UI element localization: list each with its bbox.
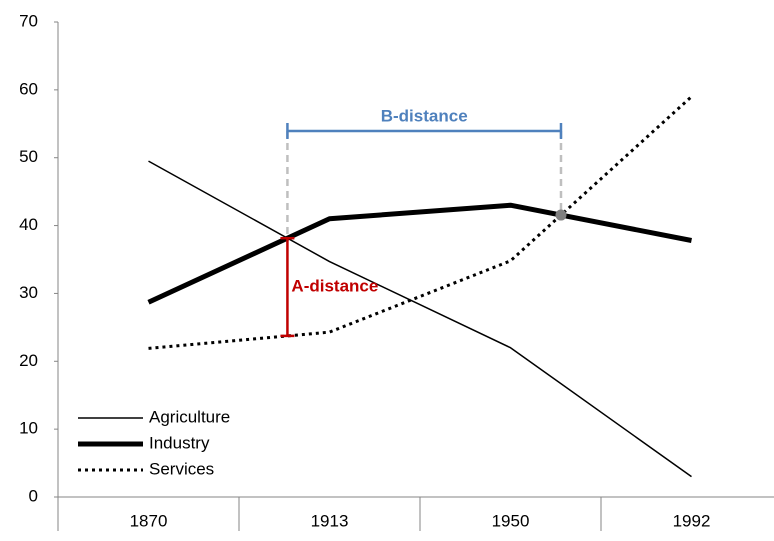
a-distance-label: A-distance [291, 277, 378, 296]
x-tick-label: 1992 [673, 511, 711, 530]
legend-label: Services [149, 459, 214, 478]
y-tick-label: 30 [19, 283, 38, 302]
y-tick-label: 50 [19, 147, 38, 166]
y-tick-label: 20 [19, 351, 38, 370]
series-line [147, 202, 692, 305]
series-line [148, 95, 693, 350]
y-tick-label: 40 [19, 215, 38, 234]
x-tick-label: 1913 [311, 511, 349, 530]
legend-label: Industry [149, 433, 210, 452]
x-tick-label: 1870 [130, 511, 168, 530]
series-line [148, 160, 692, 478]
y-tick-label: 10 [19, 419, 38, 438]
y-tick-label: 70 [19, 11, 38, 30]
crossing-dot [555, 209, 567, 221]
y-tick-label: 60 [19, 79, 38, 98]
legend-label: Agriculture [149, 407, 230, 426]
x-tick-label: 1950 [492, 511, 530, 530]
y-tick-label: 0 [29, 486, 38, 505]
b-distance-label: B-distance [381, 106, 468, 125]
